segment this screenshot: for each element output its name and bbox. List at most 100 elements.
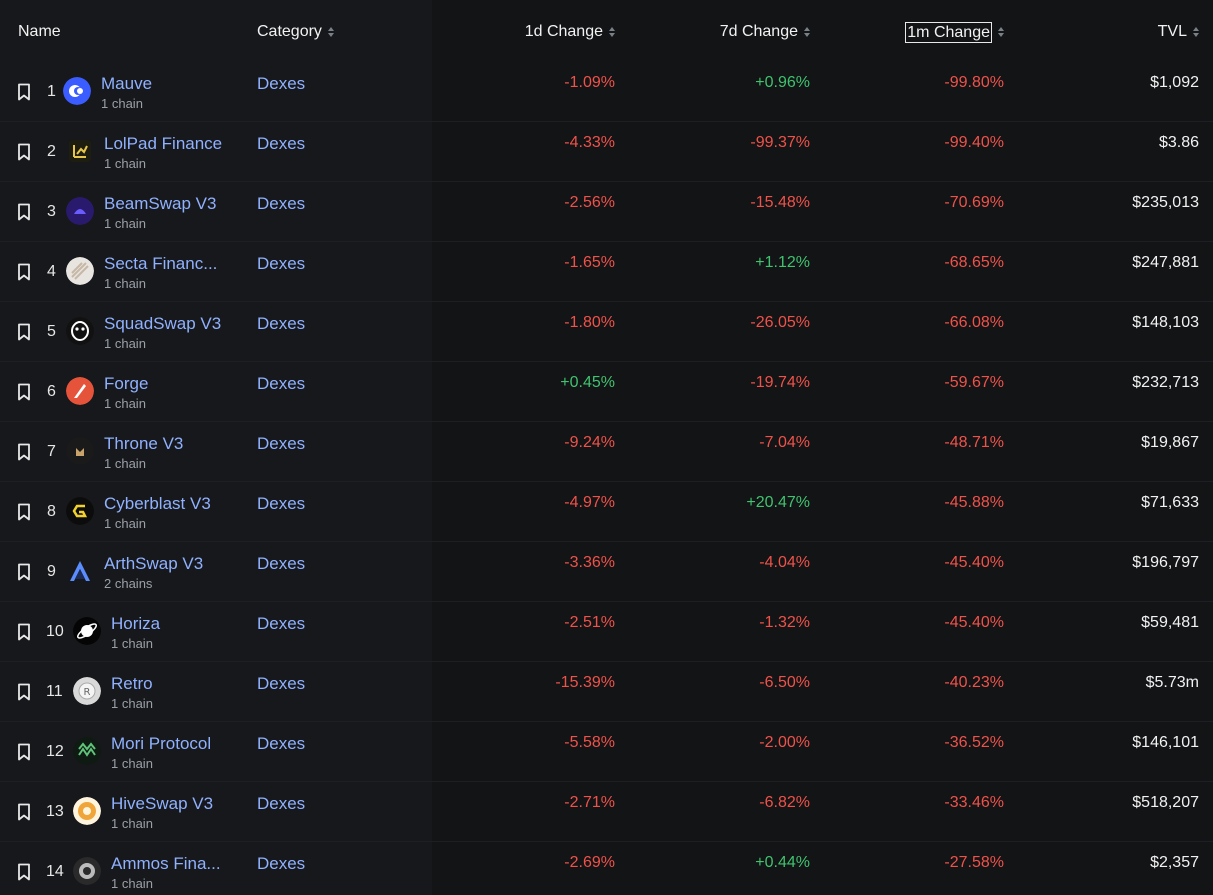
beamswap-logo-icon: [66, 197, 94, 225]
chain-count: 1 chain: [104, 156, 146, 171]
cyberblast-logo-icon: [66, 497, 94, 525]
change-7d: -6.82%: [759, 794, 810, 811]
table-row[interactable]: 3 BeamSwap V3 1 chain Dexes -2.56% -15.48% -70…: [0, 182, 1213, 242]
bookmark-icon[interactable]: [16, 743, 32, 761]
sort-icon: [998, 27, 1004, 37]
table-row[interactable]: 12 Mori Protocol 1 chain Dexes -5.58% -2.00% -…: [0, 722, 1213, 782]
change-1m: -40.23%: [944, 674, 1004, 691]
svg-text:R: R: [84, 687, 91, 698]
change-1d: -2.51%: [564, 614, 615, 631]
bookmark-icon[interactable]: [16, 683, 32, 701]
ammos-logo-icon: [73, 857, 101, 885]
bookmark-icon[interactable]: [16, 563, 32, 581]
change-1m: -59.67%: [944, 374, 1004, 391]
sort-icon: [609, 27, 615, 37]
protocol-name-link[interactable]: Cyberblast V3: [104, 494, 211, 513]
protocol-name-link[interactable]: SquadSwap V3: [104, 314, 222, 333]
table-row[interactable]: 6 Forge 1 chain Dexes +0.45% -19.74% -59.67% $2…: [0, 362, 1213, 422]
bookmark-icon[interactable]: [16, 323, 32, 341]
header-1d-change-label: 1d Change: [524, 23, 603, 40]
bookmark-icon[interactable]: [16, 863, 32, 881]
category-link[interactable]: Dexes: [257, 314, 306, 333]
chain-count: 1 chain: [104, 396, 146, 411]
bookmark-icon[interactable]: [16, 203, 32, 221]
category-link[interactable]: Dexes: [257, 494, 306, 513]
retro-logo-icon: R: [73, 677, 101, 705]
category-link[interactable]: Dexes: [257, 854, 306, 873]
bookmark-icon[interactable]: [16, 143, 32, 161]
bookmark-icon[interactable]: [16, 83, 32, 101]
arthswap-logo-icon: [66, 557, 94, 585]
protocol-name-link[interactable]: Throne V3: [104, 434, 184, 453]
protocol-name-link[interactable]: HiveSwap V3: [111, 794, 214, 813]
header-1m-change-label: 1m Change: [905, 21, 992, 43]
row-divider: [0, 121, 1213, 122]
bookmark-icon[interactable]: [16, 263, 32, 281]
table-row[interactable]: 13 HiveSwap V3 1 chain Dexes -2.71% -6.82% -33…: [0, 782, 1213, 842]
row-divider: [0, 481, 1213, 482]
header-name[interactable]: Name: [18, 20, 61, 44]
table-row[interactable]: 7 Throne V3 1 chain Dexes -9.24% -7.04% -48.71…: [0, 422, 1213, 482]
bookmark-icon[interactable]: [16, 623, 32, 641]
change-7d: -99.37%: [750, 134, 810, 151]
protocol-name-link[interactable]: ArthSwap V3: [104, 554, 204, 573]
protocol-name-link[interactable]: BeamSwap V3: [104, 194, 217, 213]
category-link[interactable]: Dexes: [257, 254, 306, 273]
table-row[interactable]: 8 Cyberblast V3 1 chain Dexes -4.97% +20.47% -…: [0, 482, 1213, 542]
category-link[interactable]: Dexes: [257, 74, 306, 93]
table-row[interactable]: 14 Ammos Fina... 1 chain Dexes -2.69% +0.44% -…: [0, 842, 1213, 895]
table-row[interactable]: 10 Horiza 1 chain Dexes -2.51% -1.32% -45.40% $…: [0, 602, 1213, 662]
tvl-value: $232,713: [1132, 374, 1199, 391]
category-link[interactable]: Dexes: [257, 794, 306, 813]
header-category[interactable]: Category: [257, 20, 334, 44]
protocol-name-link[interactable]: Forge: [104, 374, 149, 393]
change-1d: -5.58%: [564, 734, 615, 751]
table-row[interactable]: 2 LolPad Finance 1 chain Dexes -4.33% -99.37%…: [0, 122, 1213, 182]
change-7d: -6.50%: [759, 674, 810, 691]
bookmark-icon[interactable]: [16, 383, 32, 401]
sort-icon: [327, 27, 334, 37]
protocol-name-link[interactable]: Ammos Fina...: [111, 854, 221, 873]
table-row[interactable]: 5 SquadSwap V3 1 chain Dexes -1.80% -26.05% -6…: [0, 302, 1213, 362]
protocol-name-link[interactable]: LolPad Finance: [104, 134, 223, 153]
table-row[interactable]: 4 Secta Financ... 1 chain Dexes -1.65% +1.12%…: [0, 242, 1213, 302]
protocol-name-link[interactable]: Mauve: [101, 74, 153, 93]
change-1m: -45.40%: [944, 554, 1004, 571]
header-tvl-label: TVL: [1157, 23, 1187, 40]
header-1d-change[interactable]: 1d Change: [525, 20, 615, 44]
bookmark-icon[interactable]: [16, 803, 32, 821]
row-divider: [0, 361, 1213, 362]
table-row[interactable]: 1 Mauve 1 chain Dexes -1.09% +0.96% -99.80% $1,…: [0, 62, 1213, 122]
category-link[interactable]: Dexes: [257, 734, 306, 753]
row-divider: [0, 721, 1213, 722]
chain-count: 1 chain: [111, 636, 153, 651]
category-link[interactable]: Dexes: [257, 554, 306, 573]
change-7d: -2.00%: [759, 734, 810, 751]
protocol-name-link[interactable]: Secta Financ...: [104, 254, 218, 273]
header-7d-change[interactable]: 7d Change: [720, 20, 810, 44]
header-tvl[interactable]: TVL: [1158, 20, 1199, 44]
category-link[interactable]: Dexes: [257, 374, 306, 393]
category-link[interactable]: Dexes: [257, 134, 306, 153]
tvl-value: $2,357: [1150, 854, 1199, 871]
protocol-name-link[interactable]: Retro: [111, 674, 153, 693]
header-1m-change[interactable]: 1m Change: [905, 20, 1004, 44]
bookmark-icon[interactable]: [16, 443, 32, 461]
change-7d: -7.04%: [759, 434, 810, 451]
hiveswap-logo-icon: [73, 797, 101, 825]
bookmark-icon[interactable]: [16, 503, 32, 521]
row-divider: [0, 661, 1213, 662]
category-link[interactable]: Dexes: [257, 194, 306, 213]
protocol-name-link[interactable]: Horiza: [111, 614, 161, 633]
change-1d: -2.69%: [564, 854, 615, 871]
change-1m: -66.08%: [944, 314, 1004, 331]
squadswap-logo-icon: [66, 317, 94, 345]
table-row[interactable]: 11 R Retro 1 chain Dexes -15.39% -6.50% -40.23%…: [0, 662, 1213, 722]
category-link[interactable]: Dexes: [257, 434, 306, 453]
category-link[interactable]: Dexes: [257, 674, 306, 693]
table-row[interactable]: 9 ArthSwap V3 2 chains Dexes -3.36% -4.04% -45…: [0, 542, 1213, 602]
change-7d: +0.44%: [755, 854, 810, 871]
category-link[interactable]: Dexes: [257, 614, 306, 633]
protocol-name-link[interactable]: Mori Protocol: [111, 734, 212, 753]
